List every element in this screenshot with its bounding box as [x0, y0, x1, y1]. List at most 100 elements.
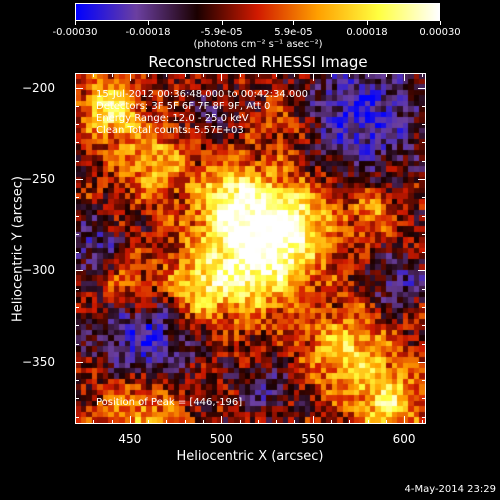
axis-tick [312, 73, 314, 81]
axis-tick [75, 142, 79, 144]
axis-tick [422, 307, 426, 308]
axis-tick [330, 420, 332, 424]
y-tick-label: −250 [22, 172, 55, 187]
axis-tick [184, 420, 186, 424]
y-tick-label: −300 [22, 263, 55, 278]
axis-tick [148, 73, 150, 77]
annotation-clean: Clean Total counts: 5.57E+03 [96, 125, 244, 136]
axis-tick [349, 73, 351, 77]
axis-tick [75, 105, 79, 107]
axis-tick [111, 420, 113, 424]
heatmap-frame: 15-Jul-2012 00:36:48.000 to 00:42:34.000… [75, 73, 426, 424]
axis-tick [184, 73, 186, 77]
axis-tick [418, 179, 426, 181]
axis-tick [148, 420, 150, 424]
colorbar [75, 3, 440, 21]
axis-tick [422, 197, 426, 199]
axis-tick [422, 105, 426, 107]
axis-tick [422, 325, 426, 327]
colorbar-tick [148, 21, 149, 25]
y-tick-label: −350 [22, 354, 55, 369]
axis-tick [312, 416, 314, 424]
axis-tick [75, 124, 79, 126]
axis-tick [367, 73, 369, 77]
axis-tick [221, 416, 223, 424]
x-axis-label: Heliocentric X (arcsec) [176, 449, 324, 464]
axis-tick [75, 288, 79, 290]
axis-tick [385, 73, 387, 77]
axis-tick [422, 398, 426, 400]
axis-tick [75, 416, 79, 418]
axis-tick [418, 87, 426, 89]
colorbar-tick [367, 21, 368, 25]
axis-tick [422, 73, 424, 77]
axis-tick [166, 73, 168, 77]
axis-tick [75, 307, 79, 308]
axis-tick [239, 73, 241, 77]
axis-tick [129, 73, 131, 81]
axis-tick [93, 73, 95, 77]
axis-tick [422, 252, 426, 254]
axis-tick [422, 233, 426, 235]
axis-tick [111, 73, 113, 77]
axis-tick [75, 87, 83, 89]
axis-tick [129, 416, 131, 424]
axis-tick [93, 420, 95, 424]
axis-tick [276, 73, 278, 77]
axis-tick [422, 288, 426, 290]
axis-tick [257, 420, 259, 424]
axis-tick [294, 420, 296, 424]
axis-tick [294, 73, 296, 77]
colorbar-tick [221, 21, 223, 25]
axis-tick [75, 179, 83, 181]
axis-tick [75, 233, 79, 235]
axis-tick [202, 420, 204, 424]
x-tick-label: 500 [209, 432, 233, 446]
axis-tick [75, 160, 79, 162]
colorbar-tick-label: -5.9e-05 [200, 27, 243, 38]
axis-tick [422, 124, 426, 126]
axis-tick [422, 215, 426, 217]
axis-tick [367, 420, 369, 424]
x-tick-label: 450 [118, 432, 142, 446]
axis-tick [349, 420, 351, 424]
plot-title: Reconstructed RHESSI Image [148, 53, 368, 71]
colorbar-tick-label: -0.00030 [52, 27, 98, 38]
axis-tick [202, 73, 204, 77]
colorbar-units: (photons cm⁻² s⁻¹ asec⁻²) [193, 39, 323, 50]
axis-tick [422, 160, 426, 162]
axis-tick [75, 343, 79, 345]
annotation-time: 15-Jul-2012 00:36:48.000 to 00:42:34.000 [96, 89, 308, 100]
axis-tick [75, 197, 79, 199]
colorbar-tick-label: 0.00030 [419, 27, 461, 38]
axis-tick [75, 270, 83, 272]
annotation-detectors: Detectors: 3F 5F 6F 7F 8F 9F, Att 0 [96, 101, 271, 112]
x-tick-label: 550 [301, 432, 325, 446]
axis-tick [257, 73, 259, 77]
colorbar-tick-label: 0.00018 [346, 27, 388, 38]
axis-tick [75, 252, 79, 254]
axis-tick [221, 73, 223, 81]
axis-tick [75, 398, 79, 400]
colorbar-tick [75, 21, 76, 25]
colorbar-tick [293, 21, 295, 25]
axis-tick [276, 420, 278, 424]
axis-tick [422, 416, 426, 418]
axis-tick [330, 73, 332, 77]
axis-tick [422, 420, 424, 424]
axis-tick [239, 420, 241, 424]
axis-tick [75, 380, 79, 382]
annotation-peak: Position of Peak = [446,-196] [96, 397, 243, 408]
axis-tick [75, 325, 79, 327]
colorbar-tick-label: 5.9e-05 [274, 27, 313, 38]
annotation-energy: Energy Range: 12.0 - 25.0 keV [96, 113, 249, 124]
axis-tick [404, 416, 406, 424]
axis-tick [422, 343, 426, 345]
y-axis-label: Heliocentric Y (arcsec) [10, 176, 26, 322]
heatmap-image [76, 74, 425, 423]
axis-tick [166, 420, 168, 424]
colorbar-tick [440, 21, 441, 25]
axis-tick [418, 361, 426, 363]
axis-tick [422, 380, 426, 382]
axis-tick [385, 420, 387, 424]
